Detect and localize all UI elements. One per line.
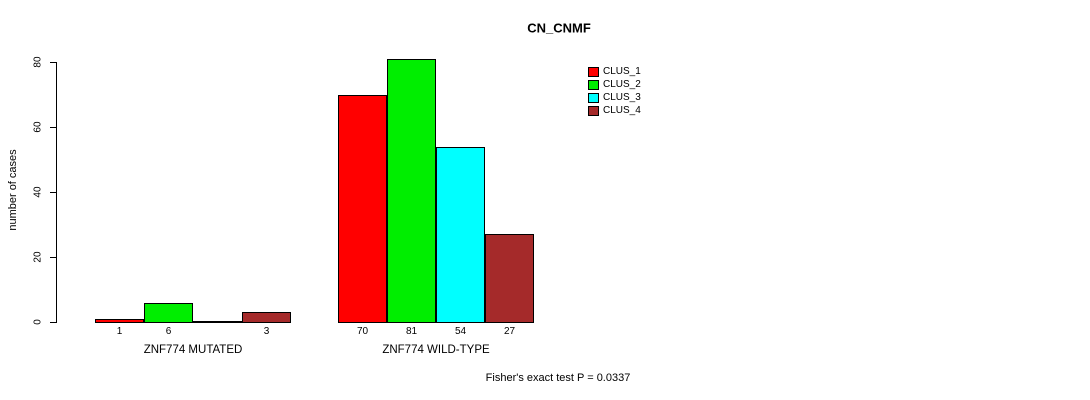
legend-label: CLUS_2 — [603, 79, 641, 90]
bar — [193, 321, 242, 323]
y-tick-label: 40 — [32, 186, 44, 198]
legend-label: CLUS_4 — [603, 105, 641, 116]
legend: CLUS_1 CLUS_2 CLUS_3 CLUS_4 — [588, 66, 641, 118]
legend-swatch — [588, 92, 599, 103]
x-group-label: ZNF774 MUTATED — [143, 344, 243, 356]
bar-value-label: 6 — [165, 326, 172, 337]
bar-value-label: 1 — [116, 326, 123, 337]
bar — [485, 234, 534, 323]
bar-value-label: 54 — [454, 326, 467, 337]
bar — [144, 303, 193, 323]
legend-swatch — [588, 79, 599, 90]
bar — [95, 319, 144, 323]
y-tick-mark — [50, 62, 56, 63]
legend-item: CLUS_1 — [588, 66, 641, 77]
y-tick-label: 80 — [32, 56, 44, 68]
x-group-label: ZNF774 WILD-TYPE — [382, 344, 490, 356]
legend-label: CLUS_1 — [603, 66, 641, 77]
y-axis-line — [56, 62, 57, 323]
y-tick-label: 60 — [32, 121, 44, 133]
bar-value-label: 70 — [356, 326, 369, 337]
bar — [242, 312, 291, 323]
bar — [436, 147, 485, 323]
legend-swatch — [588, 105, 599, 116]
bar-value-label: 27 — [503, 326, 516, 337]
fisher-test-annotation: Fisher's exact test P = 0.0337 — [485, 372, 631, 384]
y-tick-mark — [50, 257, 56, 258]
y-tick-mark — [50, 127, 56, 128]
y-tick-label: 0 — [32, 319, 44, 325]
bar — [387, 59, 436, 323]
y-tick-mark — [50, 192, 56, 193]
legend-item: CLUS_3 — [588, 92, 641, 103]
legend-item: CLUS_2 — [588, 79, 641, 90]
legend-label: CLUS_3 — [603, 92, 641, 103]
legend-swatch — [588, 66, 599, 77]
bar-value-label: 81 — [405, 326, 418, 337]
chart-title: CN_CNMF — [527, 20, 591, 36]
bar-value-label: 3 — [263, 326, 270, 337]
bar — [338, 95, 387, 323]
y-tick-label: 20 — [32, 251, 44, 263]
y-tick-mark — [50, 322, 56, 323]
legend-item: CLUS_4 — [588, 105, 641, 116]
